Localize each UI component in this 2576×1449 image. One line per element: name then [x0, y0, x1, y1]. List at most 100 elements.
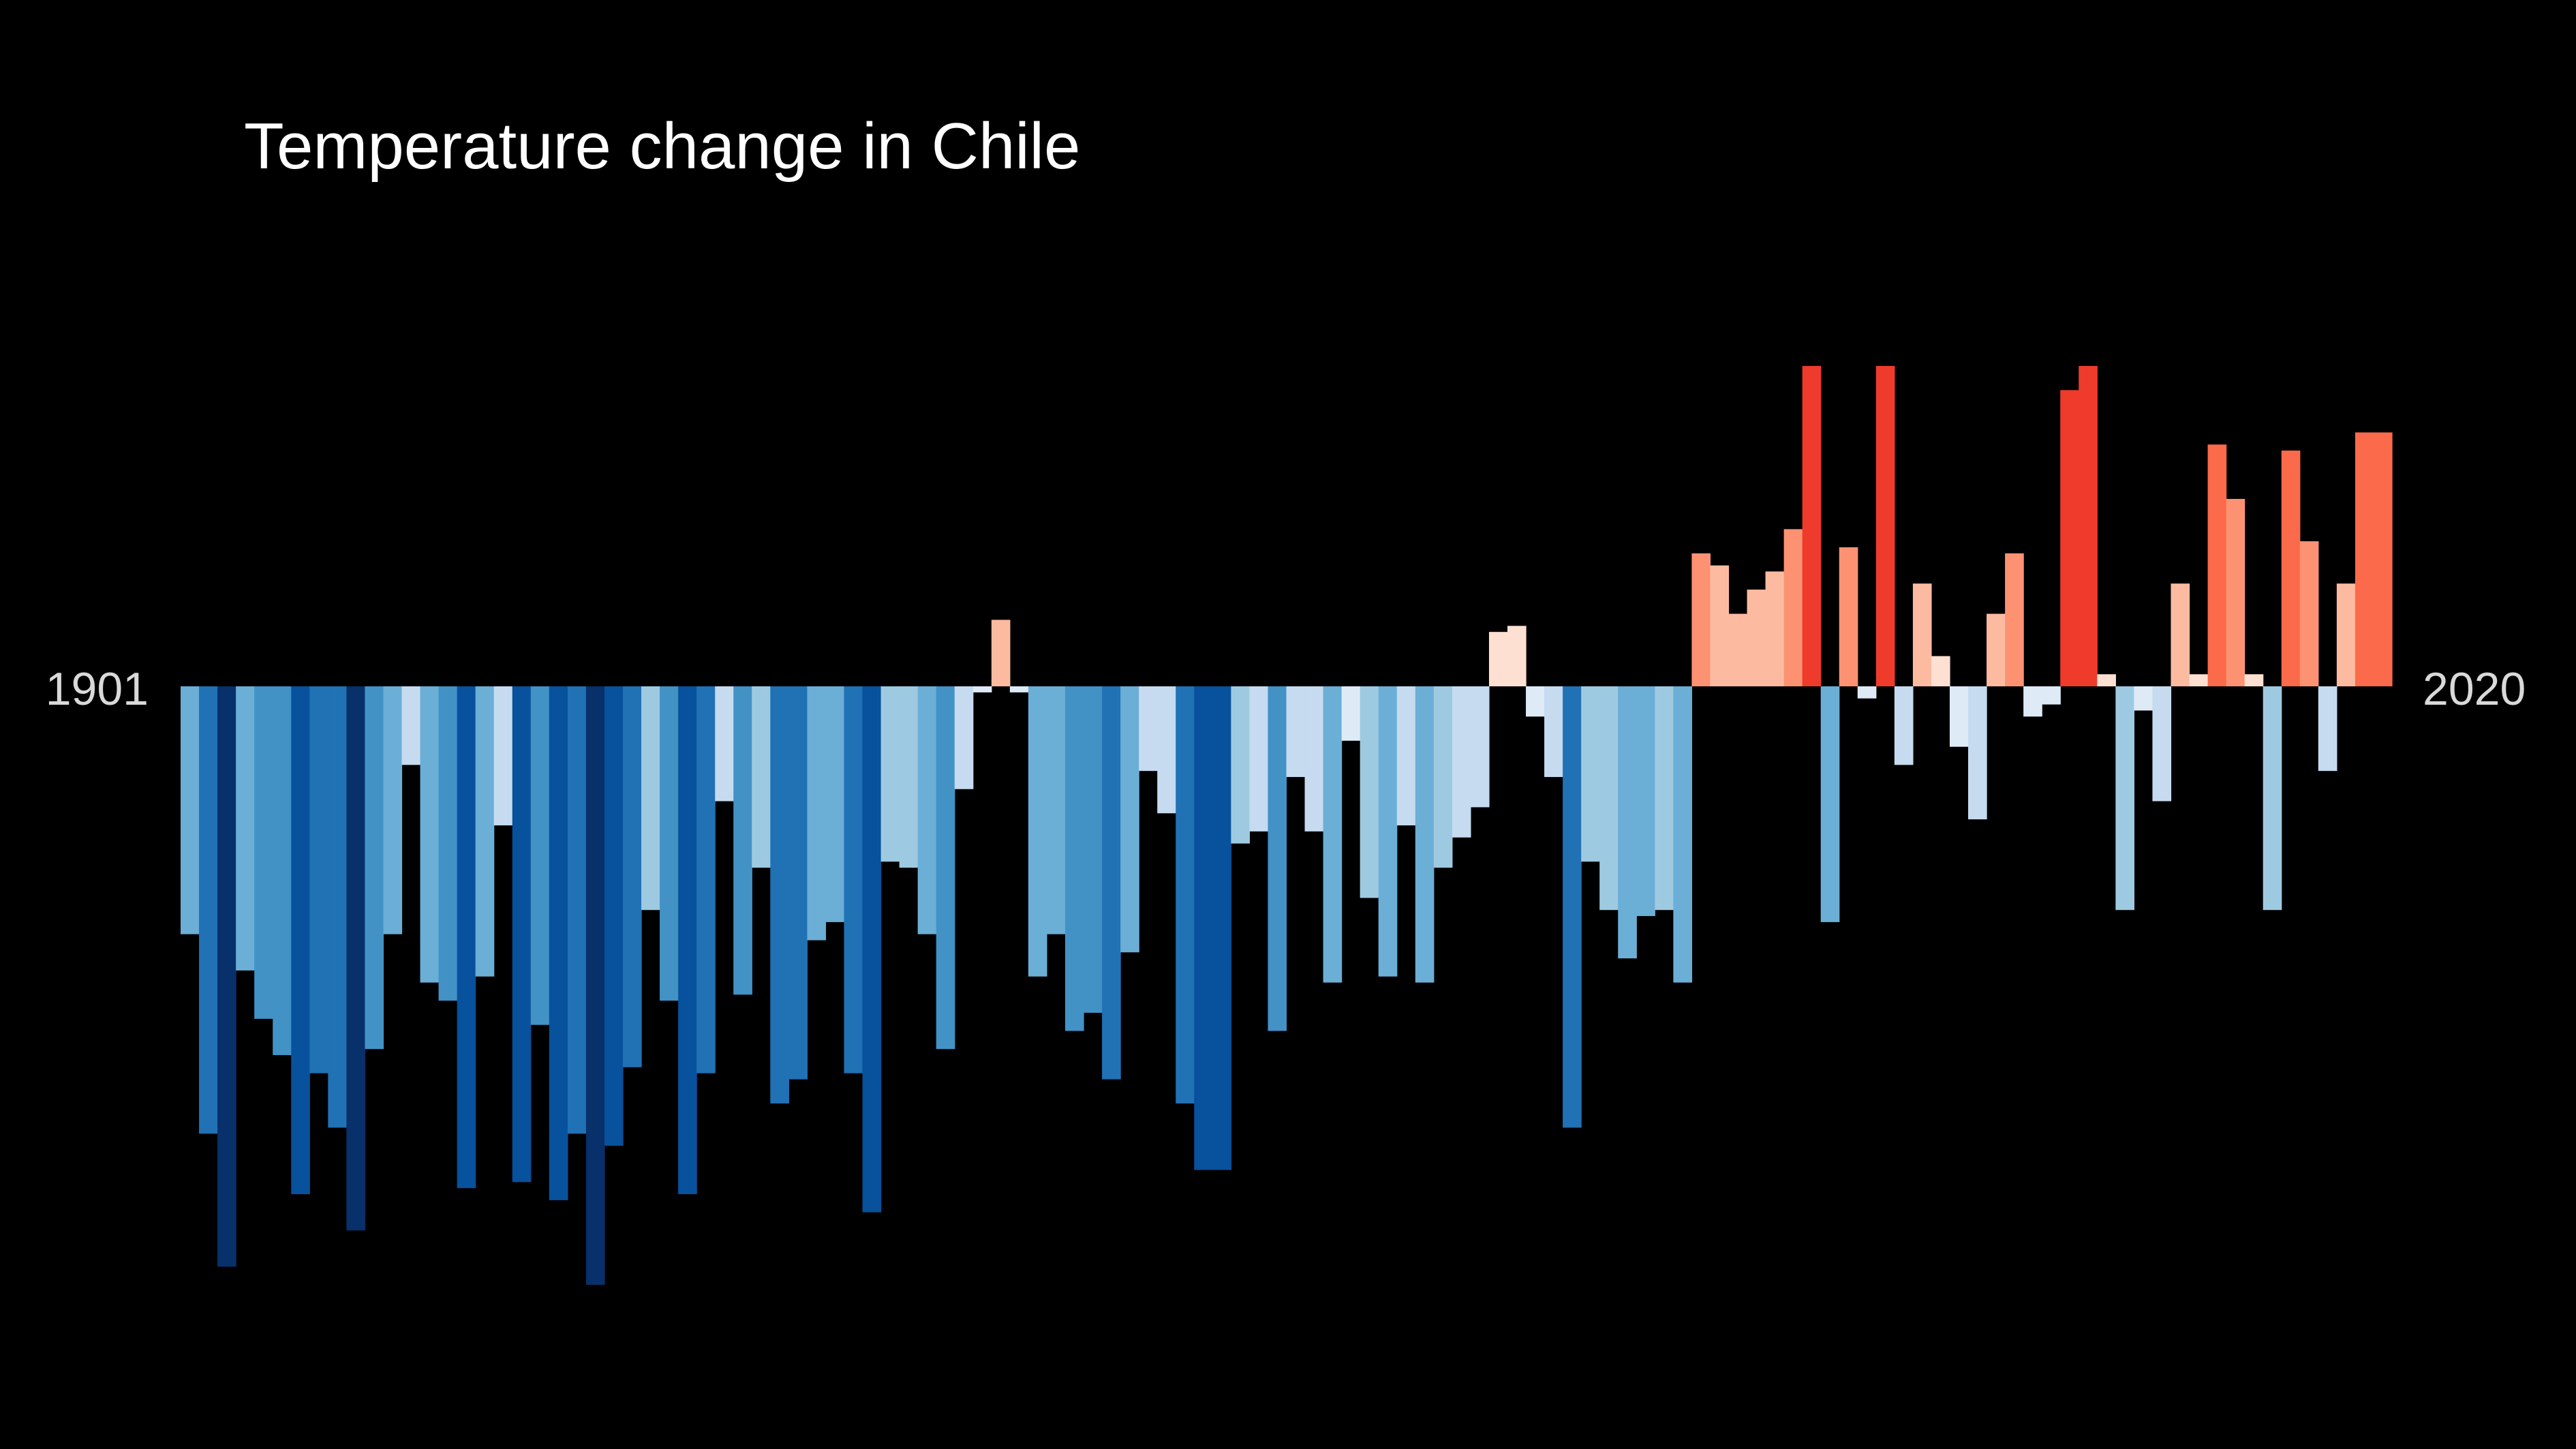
- bar-1903: [217, 686, 236, 1267]
- bar-1980: [1636, 686, 1655, 917]
- bar-2019: [2355, 432, 2374, 686]
- bar-1942: [936, 686, 955, 1050]
- bar-1922: [567, 686, 587, 1134]
- bar-1991: [1839, 547, 1858, 686]
- bar-1945: [991, 620, 1011, 686]
- bar-2017: [2318, 686, 2337, 772]
- bar-1952: [1120, 686, 1139, 953]
- bar-1941: [917, 686, 937, 934]
- chart-title: Temperature change in Chile: [244, 110, 1080, 183]
- bar-2013: [2244, 674, 2264, 686]
- bar-1910: [346, 686, 366, 1231]
- bar-1994: [1894, 686, 1914, 765]
- bar-2003: [2060, 390, 2079, 686]
- end-year-label: 2020: [2423, 663, 2526, 715]
- bar-1964: [1341, 686, 1361, 741]
- bar-1968: [1415, 686, 1435, 983]
- bar-1955: [1176, 686, 1195, 1104]
- bar-1920: [530, 686, 550, 1025]
- start-year-label: 1901: [46, 663, 149, 715]
- bar-1937: [844, 686, 863, 1073]
- bar-1987: [1765, 571, 1785, 686]
- bar-1907: [291, 686, 310, 1195]
- bar-1917: [475, 686, 495, 977]
- bar-1999: [1987, 613, 2006, 686]
- bar-1951: [1102, 686, 1121, 1080]
- bar-1976: [1563, 686, 1582, 1128]
- bar-1957: [1212, 686, 1231, 1170]
- bar-1963: [1323, 686, 1343, 983]
- bar-1971: [1470, 686, 1490, 808]
- bar-1906: [273, 686, 292, 1056]
- bar-1933: [770, 686, 789, 1104]
- bar-1944: [972, 686, 992, 692]
- bar-1947: [1028, 686, 1047, 977]
- bar-2004: [2079, 365, 2098, 686]
- bar-1938: [862, 686, 882, 1212]
- bar-1956: [1194, 686, 1213, 1170]
- bar-2020: [2373, 432, 2393, 686]
- bar-1921: [549, 686, 568, 1200]
- bar-1960: [1268, 686, 1287, 1031]
- bar-1983: [1691, 553, 1711, 686]
- bar-1949: [1065, 686, 1084, 1031]
- bar-2005: [2097, 674, 2116, 686]
- bar-1977: [1581, 686, 1600, 862]
- bar-1913: [401, 686, 421, 765]
- bar-1986: [1747, 590, 1766, 686]
- bar-2015: [2281, 451, 2301, 686]
- bar-1904: [236, 686, 255, 971]
- bar-1958: [1231, 686, 1251, 844]
- bar-1970: [1452, 686, 1471, 838]
- bar-1992: [1857, 686, 1877, 699]
- bar-1928: [678, 686, 697, 1195]
- bar-1995: [1912, 583, 1932, 686]
- bar-1974: [1526, 686, 1545, 717]
- bar-1927: [660, 686, 679, 1001]
- bar-2016: [2299, 541, 2319, 686]
- bar-1982: [1673, 686, 1693, 983]
- bar-2018: [2336, 583, 2356, 686]
- bar-1936: [825, 686, 845, 922]
- bar-1939: [880, 686, 900, 862]
- bar-2007: [2134, 686, 2153, 711]
- bar-1924: [604, 686, 624, 1146]
- bar-1985: [1728, 613, 1748, 686]
- bar-1926: [641, 686, 660, 911]
- bar-1932: [752, 686, 771, 868]
- bar-2010: [2189, 674, 2209, 686]
- bar-1996: [1931, 656, 1950, 686]
- bar-1962: [1304, 686, 1324, 832]
- bar-2001: [2023, 686, 2042, 717]
- bar-1948: [1046, 686, 1066, 934]
- bar-1993: [1875, 365, 1895, 686]
- bar-1998: [1968, 686, 1987, 820]
- bar-1908: [309, 686, 328, 1073]
- bar-1988: [1783, 529, 1803, 686]
- bar-1975: [1544, 686, 1563, 778]
- bar-1909: [328, 686, 347, 1128]
- bar-1959: [1249, 686, 1269, 832]
- bar-2009: [2171, 583, 2190, 686]
- bar-1940: [899, 686, 919, 868]
- bar-1965: [1360, 686, 1379, 898]
- bar-1981: [1655, 686, 1674, 911]
- bar-1914: [420, 686, 440, 983]
- bar-1969: [1433, 686, 1453, 868]
- bar-1950: [1084, 686, 1103, 1013]
- bar-1931: [733, 686, 752, 995]
- bar-2014: [2263, 686, 2282, 911]
- bar-1989: [1802, 365, 1822, 686]
- bar-1997: [1950, 686, 1969, 747]
- bar-2011: [2207, 444, 2227, 686]
- bar-2012: [2226, 499, 2245, 686]
- bar-1990: [1820, 686, 1840, 922]
- bar-1946: [1009, 686, 1029, 692]
- bar-1923: [585, 686, 605, 1285]
- bar-1901: [181, 686, 200, 934]
- bar-1935: [807, 686, 827, 941]
- bar-1911: [365, 686, 384, 1050]
- bar-2000: [2005, 553, 2024, 686]
- bar-2002: [2042, 686, 2061, 705]
